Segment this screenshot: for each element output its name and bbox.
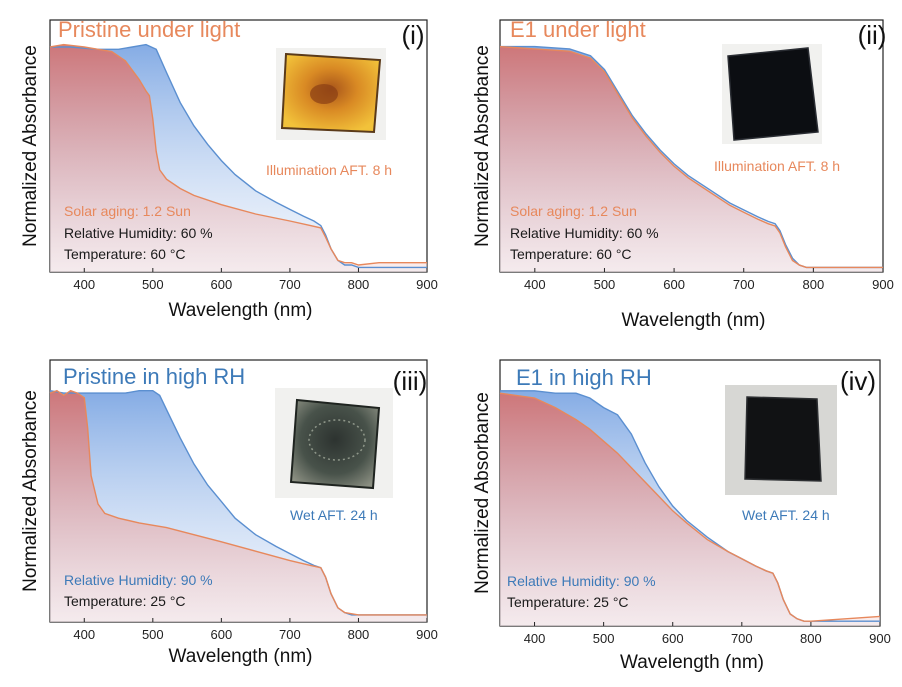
x-tick-label: 800 <box>348 277 370 292</box>
sample-photo <box>725 385 837 495</box>
chart-panel-1: 400 500 600 700 800 900 Wavelength (nm) Normali… <box>20 17 438 321</box>
sample-photo <box>722 44 822 144</box>
annotation-text: Relative Humidity: 60 % <box>510 225 659 241</box>
annotation-text: Temperature: 60 °C <box>510 246 632 262</box>
chart-panel-4: 400 500 600 700 800 900 Wavelength (nm) Normali… <box>472 359 891 673</box>
x-axis-label: Wavelength (nm) <box>169 646 313 667</box>
series-line-aged <box>499 45 883 269</box>
x-tick-label: 900 <box>416 627 438 642</box>
x-tick-label: 400 <box>524 277 546 292</box>
series-area-aged <box>50 44 427 272</box>
chart-title: Pristine under light <box>58 17 240 42</box>
annotation-text: Relative Humidity: 90 % <box>507 573 656 589</box>
annotation-text: Solar aging: 1.2 Sun <box>64 203 191 219</box>
x-tick-label: 600 <box>662 631 684 646</box>
film-sample <box>289 398 381 490</box>
x-axis-label: Wavelength (nm) <box>169 300 313 321</box>
annotation-text: Relative Humidity: 90 % <box>64 572 213 588</box>
x-tick-label: 500 <box>593 631 615 646</box>
x-axis-label: Wavelength (nm) <box>622 310 766 331</box>
x-tick-label: 600 <box>663 277 685 292</box>
series-line-aged <box>49 43 427 266</box>
x-tick-label: 700 <box>279 627 301 642</box>
annotation-text: Illumination AFT. 8 h <box>714 158 840 174</box>
y-axis-label: Normalized Absorbance <box>472 392 493 594</box>
x-tick-label: 500 <box>142 627 164 642</box>
annotation-text: Illumination AFT. 8 h <box>266 162 392 178</box>
x-tick-label: 800 <box>800 631 822 646</box>
panel-label: (iii) <box>393 366 428 396</box>
x-tick-label: 700 <box>279 277 301 292</box>
x-tick-label: 800 <box>348 627 370 642</box>
panel-label: (ii) <box>858 20 887 50</box>
annotation-text: Wet AFT. 24 h <box>742 507 830 523</box>
x-tick-label: 400 <box>73 627 95 642</box>
annotation-text: Wet AFT. 24 h <box>290 507 378 523</box>
annotation-text: Temperature: 25 °C <box>64 593 186 609</box>
x-tick-label: 900 <box>416 277 438 292</box>
x-axis-label: Wavelength (nm) <box>620 652 764 673</box>
x-tick-label: 900 <box>872 277 894 292</box>
film-sample <box>744 396 822 482</box>
panel-label: (i) <box>401 20 424 50</box>
series-line-aged <box>499 392 881 622</box>
chart-title: Pristine in high RH <box>63 364 245 389</box>
x-tick-label: 500 <box>142 277 164 292</box>
x-tick-label: 500 <box>594 277 616 292</box>
annotation-text: Relative Humidity: 60 % <box>64 225 213 241</box>
degradation-spot <box>310 84 338 104</box>
film-sample <box>727 47 819 141</box>
series-line-aged <box>49 389 427 616</box>
annotation-text: Temperature: 25 °C <box>507 594 629 610</box>
x-tick-label: 700 <box>731 631 753 646</box>
x-tick-label: 700 <box>733 277 755 292</box>
annotation-text: Temperature: 60 °C <box>64 246 186 262</box>
series-area-aged <box>500 46 883 272</box>
annotation-text: Solar aging: 1.2 Sun <box>510 203 637 219</box>
sample-photo <box>275 388 393 498</box>
chart-title: E1 under light <box>510 17 646 42</box>
chart-title: E1 in high RH <box>516 365 652 390</box>
sample-photo <box>276 48 386 140</box>
degradation-ring <box>308 419 366 461</box>
y-axis-label: Normalized Absorbance <box>20 390 41 592</box>
x-tick-label: 400 <box>524 631 546 646</box>
x-tick-label: 600 <box>211 627 233 642</box>
panel-label: (iv) <box>840 366 876 396</box>
series-area-aged <box>500 393 880 626</box>
y-axis-label: Normalized Absorbance <box>20 45 41 247</box>
x-tick-label: 400 <box>73 277 95 292</box>
chart-panel-2: 400 500 600 700 800 900 Wavelength (nm) Normali… <box>472 17 894 331</box>
y-axis-label: Normalized Absorbance <box>472 45 493 247</box>
x-tick-label: 600 <box>211 277 233 292</box>
series-area-aged <box>50 390 427 622</box>
series-line-fresh <box>50 43 427 269</box>
chart-panel-3: 400 500 600 700 800 900 Wavelength (nm) Normali… <box>20 359 438 667</box>
x-tick-label: 800 <box>803 277 825 292</box>
x-tick-label: 900 <box>869 631 891 646</box>
